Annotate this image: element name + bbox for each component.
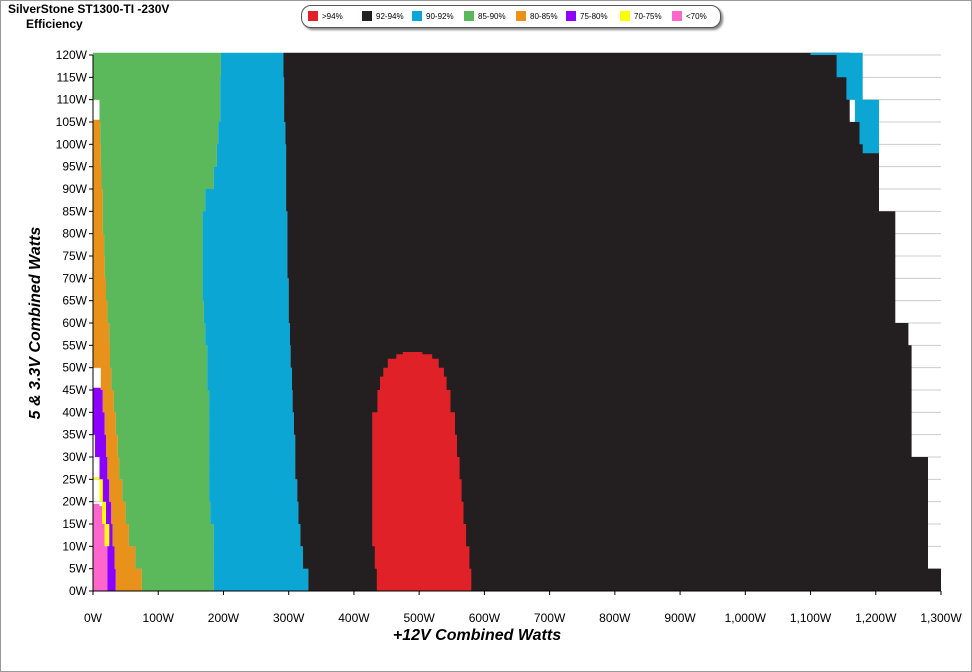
legend: >94% 92-94% 90-92% 85-90% 80-85% 75-80% 70-75%… [301, 5, 721, 28]
legend-swatch [308, 11, 318, 21]
legend-label: 80-85% [530, 12, 558, 21]
x-tick-label: 1,100W [790, 611, 832, 625]
y-tick-label: 100W [56, 137, 88, 151]
y-tick-label: 30W [62, 450, 87, 464]
y-tick-label: 70W [62, 271, 87, 285]
y-tick-label: 60W [62, 316, 87, 330]
legend-label: 90-92% [426, 12, 454, 21]
efficiency-band [372, 352, 472, 591]
x-tick-label: 200W [208, 611, 240, 625]
y-tick-label: 75W [62, 249, 87, 263]
x-tick-label: 100W [143, 611, 175, 625]
efficiency-band [93, 52, 221, 592]
y-tick-label: 25W [62, 472, 87, 486]
legend-swatch [566, 11, 576, 21]
y-tick-label: 5W [69, 562, 88, 576]
y-tick-label: 45W [62, 383, 87, 397]
y-tick-label: 105W [56, 115, 88, 129]
x-tick-label: 1,000W [725, 611, 767, 625]
y-tick-label: 80W [62, 227, 87, 241]
x-tick-label: 1,200W [855, 611, 897, 625]
y-tick-label: 20W [62, 495, 87, 509]
x-tick-label: 500W [403, 611, 435, 625]
x-tick-label: 300W [273, 611, 305, 625]
legend-swatch [412, 11, 422, 21]
y-tick-label: 35W [62, 428, 87, 442]
legend-label: 85-90% [478, 12, 506, 21]
efficiency-band [93, 387, 116, 591]
efficiency-band [93, 503, 108, 591]
y-tick-label: 55W [62, 338, 87, 352]
y-tick-label: 85W [62, 204, 87, 218]
efficiency-band [93, 477, 110, 547]
y-tick-label: 90W [62, 182, 87, 196]
y-tick-label: 0W [69, 584, 88, 598]
x-axis-title: +12V Combined Watts [393, 627, 561, 644]
x-tick-label: 700W [534, 611, 566, 625]
legend-swatch [620, 11, 630, 21]
legend-swatch [672, 11, 682, 21]
y-tick-label: 50W [62, 361, 87, 375]
y-tick-label: 65W [62, 294, 87, 308]
y-tick-label: 95W [62, 160, 87, 174]
legend-label: 75-80% [580, 12, 608, 21]
chart-title: SilverStone ST1300-TI -230V [8, 2, 170, 16]
x-tick-label: 600W [469, 611, 501, 625]
efficiency-band [810, 52, 879, 154]
legend-swatch [464, 11, 474, 21]
y-tick-label: 15W [62, 517, 87, 531]
legend-label: >94% [322, 12, 343, 21]
x-tick-label: 800W [599, 611, 631, 625]
y-tick-label: 110W [57, 93, 88, 107]
x-tick-label: 1,300W [920, 611, 962, 625]
x-tick-label: 900W [664, 611, 696, 625]
y-tick-label: 40W [62, 405, 87, 419]
legend-swatch [516, 11, 526, 21]
y-tick-label: 10W [62, 539, 87, 553]
x-tick-label: 400W [338, 611, 370, 625]
y-tick-label: 120W [56, 48, 88, 62]
x-tick-label: 0W [84, 611, 103, 625]
legend-swatch [362, 11, 372, 21]
efficiency-band [93, 119, 142, 592]
y-axis-title: 5 & 3.3V Combined Watts [27, 227, 44, 420]
chart-subtitle: Efficiency [26, 17, 83, 31]
legend-label: <70% [686, 12, 707, 21]
efficiency-band [202, 52, 309, 592]
y-tick-label: 115W [57, 70, 88, 84]
legend-label: 70-75% [634, 12, 662, 21]
legend-label: 92-94% [376, 12, 404, 21]
